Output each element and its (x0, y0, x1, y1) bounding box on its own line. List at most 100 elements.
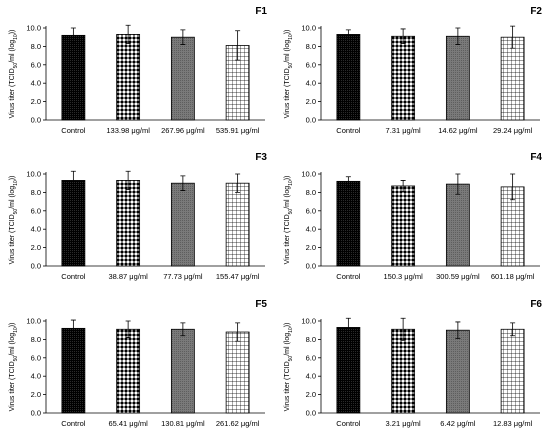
bar (116, 328, 141, 414)
y-tick-label: 6.0 (306, 60, 316, 69)
x-tick-label: 65.41 μg/ml (108, 419, 148, 428)
chart-svg: F3 Virus titer (TCID50/ml (log10)) 0.0 2.0 4… (9, 152, 267, 281)
error-bar (180, 322, 186, 337)
y-tick-label: 8.0 (306, 335, 316, 344)
error-bar (180, 175, 186, 191)
y-tick-label: 4.0 (306, 372, 316, 381)
chart-panel-f1: F1 Virus titer (TCID50/ml (log10)) 0.0 2.0 4… (0, 0, 275, 146)
bar (116, 180, 141, 267)
y-tick-label: 4.0 (31, 225, 41, 234)
chart-panel-f5: F5 Virus titer (TCID50/ml (log10)) 0.0 2.0 4… (0, 293, 275, 439)
y-tick-label: 4.0 (306, 225, 316, 234)
x-tick-label: Control (336, 272, 361, 281)
bar (500, 328, 525, 414)
bar (225, 182, 250, 267)
y-tick-label: 0.0 (31, 409, 41, 418)
x-tick-label: 133.98 μg/ml (106, 126, 150, 135)
y-tick-label: 6.0 (31, 60, 41, 69)
error-bar (235, 30, 241, 61)
y-tick-label: 0.0 (306, 262, 316, 271)
bar (391, 185, 416, 267)
x-tick-label: 3.21 μg/ml (386, 419, 422, 428)
y-tick-label: 2.0 (31, 97, 41, 106)
chart-svg: F6 Virus titer (TCID50/ml (log10)) 0.0 2.0 4… (284, 299, 542, 428)
x-tick-label: 261.62 μg/ml (216, 419, 260, 428)
y-tick-label: 2.0 (306, 243, 316, 252)
y-axis-label: Virus titer (TCID50/ml (log10)) (284, 30, 294, 119)
y-tick-label: 10.0 (301, 170, 316, 179)
x-tick-label: 77.73 μg/ml (163, 272, 203, 281)
error-bar (345, 176, 351, 187)
bar (170, 182, 195, 267)
bar (500, 36, 525, 121)
x-tick-label: Control (336, 419, 361, 428)
y-tick-label: 6.0 (306, 206, 316, 215)
bar (336, 180, 361, 267)
y-tick-label: 6.0 (306, 353, 316, 362)
chart-panel-f6: F6 Virus titer (TCID50/ml (log10)) 0.0 2.0 4… (275, 293, 550, 439)
y-tick-label: 8.0 (306, 42, 316, 51)
y-tick-label: 2.0 (306, 390, 316, 399)
error-bar (345, 29, 351, 40)
y-tick-label: 4.0 (31, 372, 41, 381)
y-tick-label: 0.0 (306, 409, 316, 418)
bar (61, 34, 86, 121)
y-axis-label: Virus titer (TCID50/ml (log10)) (9, 176, 19, 265)
y-tick-label: 0.0 (306, 116, 316, 125)
panel-label: F5 (255, 299, 267, 310)
x-tick-label: 300.59 μg/ml (436, 272, 480, 281)
bar (445, 329, 470, 414)
x-tick-label: 535.91 μg/ml (216, 126, 260, 135)
y-tick-label: 2.0 (31, 390, 41, 399)
x-tick-label: 150.3 μg/ml (383, 272, 423, 281)
error-bar (455, 321, 461, 339)
error-bar (400, 317, 406, 341)
chart-panel-f2: F2 Virus titer (TCID50/ml (log10)) 0.0 2.0 4… (275, 0, 550, 146)
x-tick-label: Control (61, 126, 86, 135)
y-tick-label: 0.0 (31, 116, 41, 125)
x-tick-label: 601.18 μg/ml (491, 272, 535, 281)
y-tick-label: 10.0 (301, 24, 316, 33)
x-tick-label: 7.31 μg/ml (386, 126, 422, 135)
bar (445, 183, 470, 267)
y-tick-label: 4.0 (31, 79, 41, 88)
error-bar (510, 25, 516, 49)
bar (336, 34, 361, 121)
chart-svg: F1 Virus titer (TCID50/ml (log10)) 0.0 2.0 4… (9, 6, 267, 135)
x-tick-label: Control (61, 419, 86, 428)
y-tick-label: 10.0 (301, 317, 316, 326)
bar (391, 328, 416, 414)
y-tick-label: 2.0 (306, 97, 316, 106)
x-tick-label: 14.62 μg/ml (438, 126, 478, 135)
bar (170, 36, 195, 121)
panel-label: F6 (530, 299, 542, 310)
x-tick-label: 155.47 μg/ml (216, 272, 260, 281)
y-tick-label: 8.0 (31, 42, 41, 51)
error-bar (125, 24, 131, 45)
chart-svg: F2 Virus titer (TCID50/ml (log10)) 0.0 2.0 4… (284, 6, 542, 135)
chart-panel-f4: F4 Virus titer (TCID50/ml (log10)) 0.0 2.0 4… (275, 146, 550, 292)
x-tick-label: Control (336, 126, 361, 135)
error-bar (70, 27, 76, 44)
error-bar (125, 170, 131, 191)
error-bar (455, 27, 461, 45)
panel-label: F1 (255, 6, 267, 17)
error-bar (70, 170, 76, 191)
error-bar (70, 319, 76, 338)
y-tick-label: 4.0 (306, 79, 316, 88)
error-bar (400, 28, 406, 45)
y-tick-label: 8.0 (31, 188, 41, 197)
error-bar (235, 322, 241, 342)
y-axis-label: Virus titer (TCID50/ml (log10)) (284, 323, 294, 412)
chart-panel-f3: F3 Virus titer (TCID50/ml (log10)) 0.0 2.0 4… (0, 146, 275, 292)
error-bar (125, 320, 131, 338)
error-bar (345, 317, 351, 338)
y-tick-label: 6.0 (31, 353, 41, 362)
y-tick-label: 6.0 (31, 206, 41, 215)
x-tick-label: Control (61, 272, 86, 281)
error-bar (235, 173, 241, 193)
chart-svg: F4 Virus titer (TCID50/ml (log10)) 0.0 2.0 4… (284, 152, 542, 281)
bar (336, 327, 361, 414)
y-tick-label: 0.0 (31, 262, 41, 271)
y-axis-label: Virus titer (TCID50/ml (log10)) (284, 176, 294, 265)
